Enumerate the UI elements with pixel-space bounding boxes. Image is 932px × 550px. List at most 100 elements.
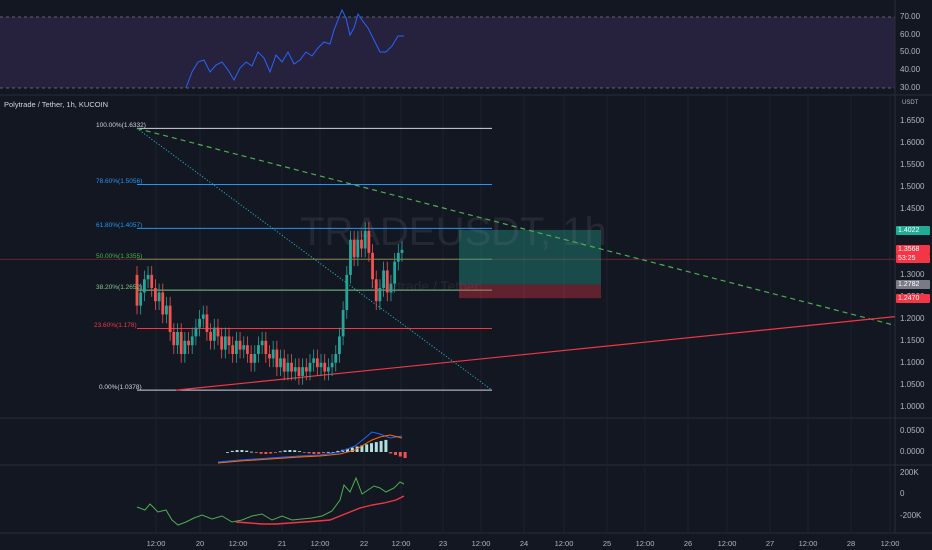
candle-body bbox=[382, 270, 385, 289]
fib-level-label: 61.80%(1.4057) bbox=[96, 222, 143, 230]
candle-body bbox=[319, 362, 323, 368]
candle-body bbox=[142, 279, 146, 293]
ascending-trend-line bbox=[175, 316, 896, 391]
candle-body bbox=[367, 230, 371, 253]
candle-body bbox=[227, 336, 231, 346]
macd-signal-line bbox=[217, 434, 403, 464]
candle-body bbox=[194, 327, 198, 337]
rsi-band bbox=[0, 17, 895, 88]
candle-body bbox=[205, 314, 209, 333]
macd-histogram-bar bbox=[312, 452, 316, 454]
candle-body bbox=[212, 327, 216, 341]
obv-axis-label: 200K bbox=[900, 468, 919, 477]
candle-body bbox=[176, 332, 179, 346]
price-tag: 1.4022 bbox=[896, 225, 930, 235]
time-axis-label: 28 bbox=[846, 539, 856, 548]
candle-body bbox=[257, 345, 260, 354]
price-axis-label: 1.2000 bbox=[900, 313, 925, 323]
candle-body bbox=[378, 288, 382, 302]
candle-body bbox=[286, 362, 290, 372]
macd-histogram-bar bbox=[350, 447, 354, 452]
obv-line bbox=[136, 476, 405, 526]
time-axis-label: 12:00 bbox=[391, 539, 411, 548]
price-axis-label: 1.4500 bbox=[900, 203, 925, 213]
currency-label: USDT bbox=[902, 100, 919, 106]
candle-body bbox=[400, 249, 404, 253]
candle-body bbox=[172, 332, 176, 346]
macd-histogram-bar bbox=[226, 452, 229, 453]
macd-histogram-bar bbox=[317, 452, 321, 454]
candle-body bbox=[326, 367, 330, 372]
time-axis-label: 12:00 bbox=[228, 539, 248, 548]
candle-body bbox=[187, 340, 190, 346]
time-axis-label: 12:00 bbox=[554, 539, 574, 548]
time-axis-label: 22 bbox=[359, 539, 369, 548]
candle-body bbox=[275, 349, 279, 368]
rsi-axis-label: 30.00 bbox=[900, 83, 921, 92]
macd-histogram-bar bbox=[264, 452, 268, 454]
descending-trend-line bbox=[136, 127, 896, 326]
candle-body bbox=[242, 345, 246, 350]
candle-body bbox=[220, 336, 224, 350]
macd-axis-label: 0.0500 bbox=[900, 426, 925, 435]
macd-histogram-bar bbox=[374, 442, 378, 452]
price-axis-label: 1.0500 bbox=[900, 379, 925, 389]
rsi-axis-label: 60.00 bbox=[900, 30, 921, 39]
candle-body bbox=[297, 367, 301, 376]
candle-body bbox=[135, 274, 139, 306]
macd-axis-label: 0.0000 bbox=[900, 447, 925, 456]
macd-histogram-bar bbox=[274, 452, 277, 453]
candle-body bbox=[341, 310, 345, 337]
candle-body bbox=[157, 292, 161, 302]
macd-histogram-bar bbox=[394, 452, 397, 455]
price-tag: 53:25 bbox=[896, 253, 930, 263]
macd-histogram-bar bbox=[283, 450, 287, 452]
time-axis-label: 25 bbox=[602, 539, 612, 548]
candle-body bbox=[290, 362, 293, 372]
symbol-title[interactable]: Polytrade / Tether, 1h, KUCOIN bbox=[4, 100, 109, 109]
time-axis-label: 12:00 bbox=[798, 539, 818, 548]
macd-histogram-bar bbox=[269, 452, 273, 454]
candle-body bbox=[264, 340, 268, 354]
candle-body bbox=[154, 288, 157, 302]
time-axis-label: 12:00 bbox=[146, 539, 166, 548]
watermark-name: Polytrade / Tether bbox=[370, 278, 480, 294]
candle-body bbox=[279, 358, 282, 368]
macd-histogram-bar bbox=[245, 450, 249, 452]
candle-body bbox=[385, 270, 389, 293]
fib-level-label: 100.00%(1.6332) bbox=[96, 122, 146, 130]
candle-body bbox=[209, 332, 213, 341]
candle-body bbox=[165, 305, 168, 315]
candle-body bbox=[349, 239, 352, 275]
candle-body bbox=[363, 230, 367, 249]
macd-histogram-bar bbox=[322, 452, 325, 454]
rsi-axis-label: 50.00 bbox=[900, 47, 921, 56]
candle-body bbox=[150, 274, 154, 289]
price-axis-label: 1.5500 bbox=[900, 159, 925, 169]
candle-body bbox=[312, 358, 316, 363]
long-position-loss-zone bbox=[459, 284, 601, 299]
candle-body bbox=[304, 367, 308, 372]
time-axis-label: 20 bbox=[195, 539, 205, 548]
candle-body bbox=[190, 336, 194, 346]
macd-histogram-bar bbox=[360, 445, 364, 452]
obv-axis-label: 0 bbox=[900, 489, 905, 498]
candle-body bbox=[260, 340, 264, 346]
macd-histogram-bar bbox=[298, 451, 301, 452]
macd-histogram-bar bbox=[384, 439, 388, 452]
time-axis-label: 12:00 bbox=[635, 539, 655, 548]
candle-body bbox=[338, 336, 341, 354]
time-axis-label: 24 bbox=[519, 539, 529, 548]
macd-histogram-bar bbox=[398, 452, 402, 457]
price-axis-label: 1.1000 bbox=[900, 357, 925, 367]
macd-histogram-bar bbox=[307, 452, 311, 454]
time-axis-label: 12:00 bbox=[310, 539, 330, 548]
candle-body bbox=[301, 367, 305, 376]
rsi-axis-label: 40.00 bbox=[900, 65, 921, 74]
candle-body bbox=[330, 362, 334, 368]
rsi-axis-label: 70.00 bbox=[900, 12, 921, 21]
macd-histogram-bar bbox=[389, 452, 393, 454]
